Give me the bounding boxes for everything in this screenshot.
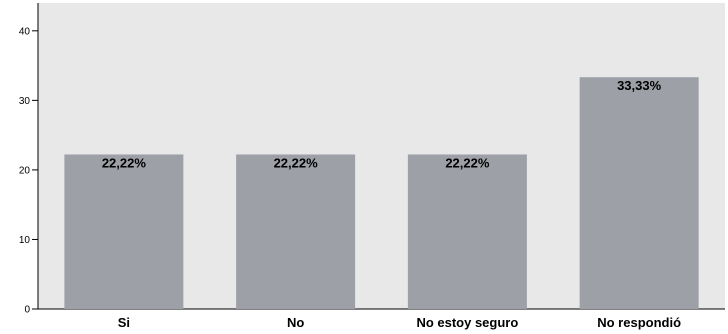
y-tick-label: 30: [19, 96, 31, 107]
data-label: 22,22%: [445, 155, 490, 170]
data-label: 22,22%: [274, 155, 319, 170]
bar-2: [236, 154, 356, 309]
bar-3: [407, 154, 527, 309]
y-tick-label: 10: [19, 235, 31, 246]
data-label: 22,22%: [102, 155, 147, 170]
x-tick-label: Si: [118, 315, 130, 330]
x-tick-label: No respondió: [597, 315, 681, 330]
bar-1: [64, 154, 184, 309]
y-axis: 0 10 20 30 40: [19, 3, 39, 316]
y-tick-label: 40: [19, 26, 31, 37]
y-tick-label: 20: [19, 165, 31, 176]
x-axis: Si No No estoy seguro No respondió: [38, 308, 725, 330]
data-label: 33,33%: [617, 78, 662, 93]
bars: [64, 77, 699, 309]
data-labels: 22,22% 22,22% 22,22% 33,33%: [102, 78, 662, 170]
x-tick-label: No estoy seguro: [416, 315, 518, 330]
bar-4: [579, 77, 699, 309]
y-tick-label: 0: [24, 305, 30, 316]
x-tick-label: No: [287, 315, 304, 330]
